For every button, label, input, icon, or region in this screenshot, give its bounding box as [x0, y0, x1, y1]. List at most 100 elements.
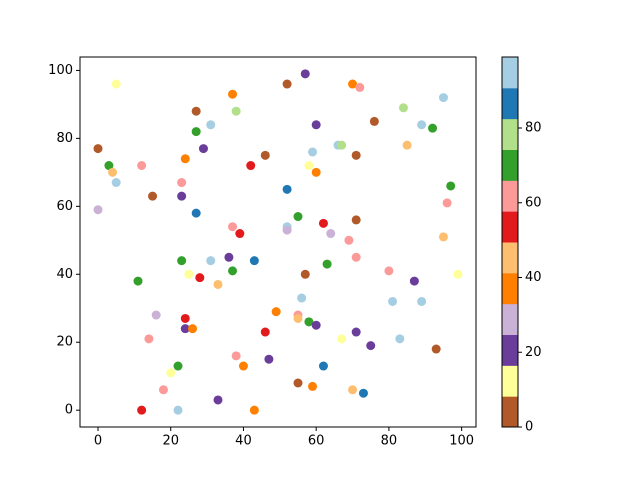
scatter-point [300, 69, 310, 79]
colorbar-segment [502, 57, 518, 89]
scatter-point [293, 378, 303, 388]
scatter-point [384, 266, 394, 276]
scatter-point [366, 341, 376, 351]
colorbar-tick-label: 80 [525, 121, 542, 136]
scatter-point [395, 334, 405, 344]
scatter-point [369, 116, 379, 126]
scatter-point [231, 351, 241, 361]
scatter-point [398, 103, 408, 113]
scatter-point [308, 147, 318, 157]
x-tick-label: 40 [235, 434, 252, 449]
scatter-point [326, 229, 336, 239]
scatter-point [348, 79, 358, 89]
scatter-point [111, 79, 121, 89]
scatter-point [198, 144, 208, 154]
scatter-point [180, 154, 190, 164]
scatter-point [177, 191, 187, 201]
scatter-point [293, 212, 303, 222]
scatter-point [337, 334, 347, 344]
scatter-point [238, 361, 248, 371]
scatter-point [355, 82, 365, 92]
y-tick-label: 0 [65, 403, 73, 418]
scatter-point [293, 313, 303, 323]
scatter-point [137, 405, 147, 415]
scatter-point [344, 235, 354, 245]
scatter-point [195, 273, 205, 283]
scatter-point [351, 215, 361, 225]
y-tick-label: 60 [56, 199, 73, 214]
scatter-point [409, 276, 419, 286]
scatter-point [417, 296, 427, 306]
scatter-point [438, 232, 448, 242]
scatter-point [235, 229, 245, 239]
scatter-point [151, 310, 161, 320]
scatter-point [191, 208, 201, 218]
colorbar-tick-label: 60 [525, 195, 542, 210]
scatter-point [184, 269, 194, 279]
scatter-point [337, 140, 347, 150]
scatter-point [388, 296, 398, 306]
scatter-point [228, 89, 238, 99]
scatter-point [180, 324, 190, 334]
colorbar-segment [502, 303, 518, 335]
scatter-point [213, 395, 223, 405]
colorbar-segment [502, 87, 518, 120]
scatter-point [191, 106, 201, 116]
scatter-point [231, 106, 241, 116]
colorbar-segment [502, 211, 518, 243]
scatter-point [351, 150, 361, 160]
scatter-point [173, 361, 183, 371]
scatter-point [428, 123, 438, 133]
scatter-point [304, 161, 314, 171]
colorbar-segment [502, 396, 518, 428]
scatter-point [246, 161, 256, 171]
scatter-point [318, 361, 328, 371]
colorbar-tick-label: 0 [525, 420, 533, 435]
scatter-point [442, 198, 452, 208]
scatter-point [304, 317, 314, 327]
colorbar-segment [502, 334, 518, 366]
scatter-point [228, 222, 238, 232]
scatter-point [282, 225, 292, 235]
scatter-point [300, 269, 310, 279]
scatter-point [104, 161, 114, 171]
scatter-point [438, 93, 448, 103]
colorbar-segment [502, 242, 518, 274]
scatter-point [173, 405, 183, 415]
scatter-point [271, 307, 281, 317]
scatter-point [93, 144, 103, 154]
y-tick-label: 20 [56, 335, 73, 350]
scatter-point [249, 256, 259, 266]
x-tick-label: 60 [308, 434, 325, 449]
scatter-point [322, 259, 332, 269]
scatter-point [311, 167, 321, 177]
scatter-point [137, 161, 147, 171]
colorbar-segment [502, 180, 518, 212]
x-tick-label: 0 [94, 434, 102, 449]
colorbar-tick-label: 40 [525, 270, 542, 285]
scatter-point [358, 388, 368, 398]
colorbar-segment [502, 118, 518, 150]
scatter-point [177, 256, 187, 266]
axes-frame [79, 56, 477, 428]
scatter-point [144, 334, 154, 344]
scatter-point [260, 327, 270, 337]
scatter-point [282, 184, 292, 194]
scatter-point [166, 368, 176, 378]
scatter-point [260, 150, 270, 160]
scatter-point [93, 205, 103, 215]
colorbar-segment [502, 365, 518, 397]
scatter-point [177, 178, 187, 188]
scatter-point [297, 293, 307, 303]
scatter-point [351, 252, 361, 262]
scatter-point [446, 181, 456, 191]
colorbar-segment [502, 149, 518, 181]
scatter-point [148, 191, 158, 201]
scatter-point [417, 120, 427, 130]
scatter-point [158, 385, 168, 395]
colorbar-segment [502, 272, 518, 305]
scatter-point [351, 327, 361, 337]
scatter-point [402, 140, 412, 150]
y-tick-label: 40 [56, 267, 73, 282]
